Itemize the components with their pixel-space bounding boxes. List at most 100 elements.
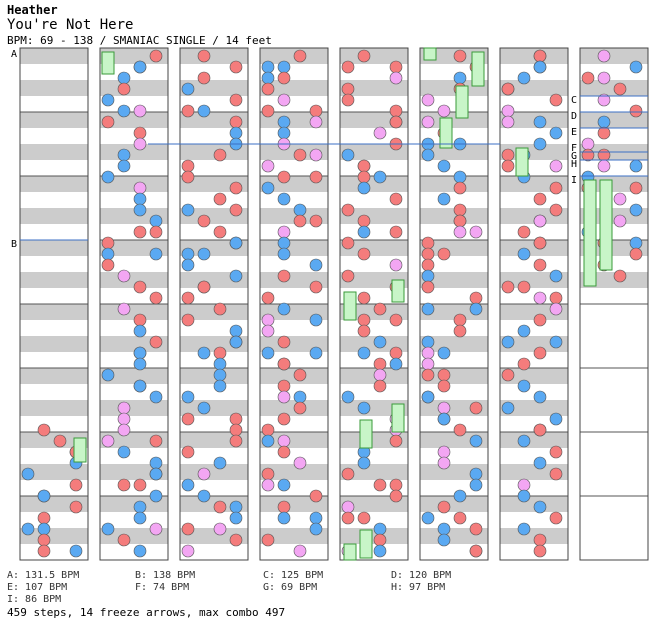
column-border <box>19 47 89 561</box>
stripe-band <box>500 80 568 96</box>
step-arrow <box>261 159 275 173</box>
step-arrow <box>581 137 595 151</box>
step-arrow <box>293 368 307 382</box>
step-arrow <box>117 533 131 547</box>
song-title: You're Not Here <box>7 17 134 33</box>
step-arrow <box>613 214 627 228</box>
step-arrow <box>229 423 243 437</box>
step-arrow <box>389 313 403 327</box>
step-arrow <box>133 379 147 393</box>
step-arrow <box>181 412 195 426</box>
step-arrow <box>501 159 515 173</box>
step-arrow <box>181 104 195 118</box>
step-arrow <box>261 467 275 481</box>
step-arrow <box>613 82 627 96</box>
column-border <box>99 47 169 561</box>
step-arrow <box>613 192 627 206</box>
step-chart <box>19 47 649 561</box>
step-arrow <box>277 335 291 349</box>
step-arrow <box>117 401 131 415</box>
step-arrow <box>53 434 67 448</box>
stripe-band <box>340 464 408 480</box>
stripe-band <box>100 272 168 288</box>
step-arrow <box>341 82 355 96</box>
step-arrow <box>389 192 403 206</box>
legend-a: A: 131.5 BPM <box>7 570 80 581</box>
stripe-band <box>180 144 248 160</box>
step-arrow <box>373 522 387 536</box>
step-arrow <box>533 192 547 206</box>
step-arrow <box>181 258 195 272</box>
step-arrow <box>517 522 531 536</box>
step-arrow <box>277 379 291 393</box>
step-arrow <box>37 522 51 536</box>
stripe-band <box>340 48 408 64</box>
step-arrow <box>357 49 371 63</box>
step-arrow <box>229 93 243 107</box>
step-arrow <box>149 456 163 470</box>
step-arrow <box>437 412 451 426</box>
step-arrow <box>149 291 163 305</box>
stripe-band <box>580 48 648 64</box>
step-arrow <box>197 71 211 85</box>
marker-e: E <box>571 127 578 138</box>
step-arrow <box>277 93 291 107</box>
step-arrow <box>229 181 243 195</box>
stripe-band <box>420 336 488 352</box>
step-arrow <box>533 423 547 437</box>
step-arrow <box>629 159 643 173</box>
step-arrow <box>533 533 547 547</box>
step-arrow <box>293 544 307 558</box>
stripe-band <box>500 112 568 128</box>
freeze-arrow <box>583 179 597 287</box>
step-arrow <box>277 225 291 239</box>
step-arrow <box>197 346 211 360</box>
step-arrow <box>213 302 227 316</box>
step-arrow <box>453 489 467 503</box>
step-arrow <box>389 434 403 448</box>
step-arrow <box>37 544 51 558</box>
step-arrow <box>373 379 387 393</box>
step-arrow <box>197 49 211 63</box>
step-arrow <box>437 346 451 360</box>
step-arrow <box>533 500 547 514</box>
step-arrow <box>373 170 387 184</box>
step-arrow <box>549 445 563 459</box>
step-arrow <box>181 170 195 184</box>
legend-b: B: 138 BPM <box>135 570 196 581</box>
step-arrow <box>453 49 467 63</box>
step-arrow <box>229 203 243 217</box>
step-arrow <box>117 412 131 426</box>
step-arrow <box>133 225 147 239</box>
step-arrow <box>469 544 483 558</box>
freeze-arrow <box>455 85 469 119</box>
step-arrow <box>533 291 547 305</box>
freeze-arrow <box>391 403 405 433</box>
step-arrow <box>277 269 291 283</box>
step-arrow <box>133 280 147 294</box>
step-arrow <box>469 434 483 448</box>
step-arrow <box>21 522 35 536</box>
step-arrow <box>357 456 371 470</box>
step-arrow <box>629 60 643 74</box>
artist-name: Heather <box>7 3 58 17</box>
stripe-band <box>100 144 168 160</box>
step-arrow <box>213 346 227 360</box>
step-arrow <box>549 93 563 107</box>
step-arrow <box>501 115 515 129</box>
step-arrow <box>341 203 355 217</box>
stripe-band <box>100 176 168 192</box>
step-arrow <box>453 313 467 327</box>
step-arrow <box>309 214 323 228</box>
step-arrow <box>277 434 291 448</box>
step-arrow <box>309 148 323 162</box>
step-arrow <box>149 434 163 448</box>
step-arrow <box>309 346 323 360</box>
freeze-arrow <box>515 147 529 177</box>
step-arrow <box>229 335 243 349</box>
step-arrow <box>101 368 115 382</box>
stripe-band <box>260 240 328 256</box>
step-arrow <box>501 148 515 162</box>
legend-h: H: 97 BPM <box>391 582 446 593</box>
stripe-band <box>340 144 408 160</box>
